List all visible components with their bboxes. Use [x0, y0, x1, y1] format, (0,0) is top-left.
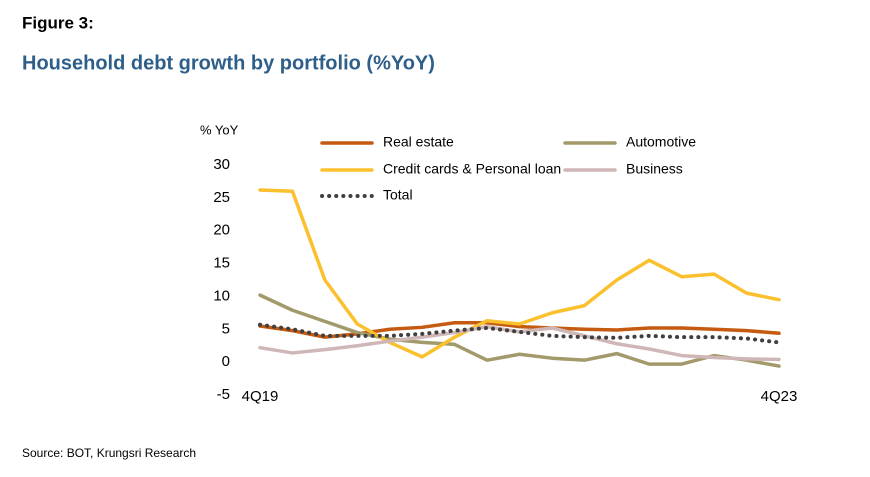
y-tick-label: 20: [213, 222, 230, 239]
series-line: [258, 293, 781, 368]
x-tick-label: 4Q23: [761, 388, 798, 405]
legend-label: Automotive: [626, 134, 696, 150]
legend-label: Credit cards & Personal loan: [383, 161, 561, 177]
legend-label: Business: [626, 161, 683, 177]
legend-label: Real estate: [383, 134, 454, 150]
y-axis-label: % YoY: [200, 122, 239, 137]
y-tick-label: 25: [213, 189, 230, 206]
chart-title: Household debt growth by portfolio (%YoY…: [22, 52, 435, 74]
series-line: [258, 320, 781, 339]
y-tick-label: 30: [213, 156, 230, 173]
source: Source: BOT, Krungsri Research: [22, 446, 196, 460]
y-tick-label: 15: [213, 255, 230, 272]
y-tick-label: 0: [222, 353, 230, 370]
y-tick-label: -5: [217, 386, 230, 403]
x-tick-label: 4Q19: [242, 388, 279, 405]
legend-label: Total: [383, 187, 413, 203]
figure-label: Figure 3:: [22, 13, 94, 32]
y-tick-label: 10: [213, 287, 230, 304]
series-line: [258, 322, 781, 345]
y-tick-label: 5: [222, 320, 230, 337]
series-line: [258, 188, 781, 359]
